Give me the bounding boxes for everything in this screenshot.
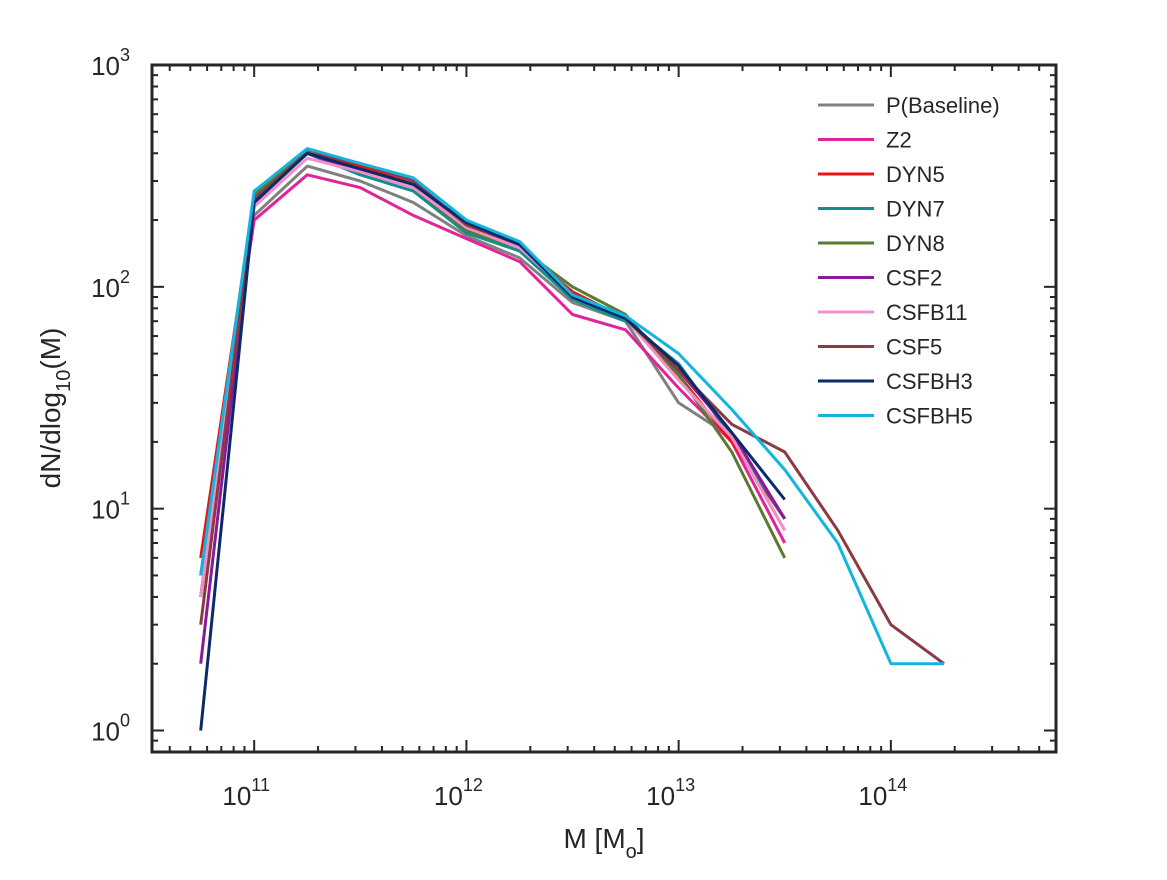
legend-label-csfbh5: CSFBH5	[886, 404, 973, 429]
series-lines	[199, 147, 945, 731]
x-tick-label: 1014	[858, 775, 907, 811]
x-tick-label: 1011	[222, 775, 270, 811]
series-line-z2	[199, 173, 787, 576]
series-line-p-baseline	[199, 164, 787, 576]
series-line-csfbh3	[199, 151, 786, 731]
y-axis-label: dN/dlog10(M)	[35, 328, 75, 489]
y-tick-label: 101	[91, 489, 130, 525]
legend-label-dyn8: DYN8	[886, 231, 945, 256]
legend-label-csf5: CSF5	[886, 335, 942, 360]
x-axis-label: M [Mo]	[563, 823, 644, 863]
y-tick-label: 102	[91, 267, 130, 303]
x-tick-label: 1012	[434, 775, 483, 811]
tick-labels: 1011 1012 1013 1014 100 101 102 103	[91, 45, 907, 811]
y-tick-label: 100	[91, 711, 130, 747]
series-line-csfb11	[199, 156, 787, 598]
legend-label-p-baseline: P(Baseline)	[886, 93, 1000, 118]
x-tick-label: 1013	[646, 775, 695, 811]
legend-label-csfb11: CSFB11	[886, 300, 968, 325]
legend-label-dyn7: DYN7	[886, 197, 945, 222]
y-tick-label: 103	[91, 45, 130, 81]
legend-label-csf2: CSF2	[886, 266, 942, 291]
tick-marks	[152, 64, 1057, 753]
series-line-csfbh5	[199, 147, 944, 666]
legend-label-dyn5: DYN5	[886, 162, 945, 187]
legend-label-csfbh3: CSFBH3	[886, 369, 973, 394]
legend: P(Baseline) Z2 DYN5 DYN7 DYN8 CSF2 CSFB11 CSF5 C…	[818, 93, 1000, 429]
legend-label-z2: Z2	[886, 128, 912, 153]
